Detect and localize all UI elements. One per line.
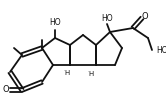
Text: H: H xyxy=(64,70,70,76)
Text: O: O xyxy=(142,11,148,21)
Text: HO: HO xyxy=(156,45,166,54)
Text: ·: · xyxy=(63,69,65,73)
Text: HO: HO xyxy=(49,18,61,27)
Text: ·: · xyxy=(87,70,89,74)
Text: O: O xyxy=(3,85,9,94)
Text: HO: HO xyxy=(101,13,113,22)
Text: H: H xyxy=(88,71,94,77)
